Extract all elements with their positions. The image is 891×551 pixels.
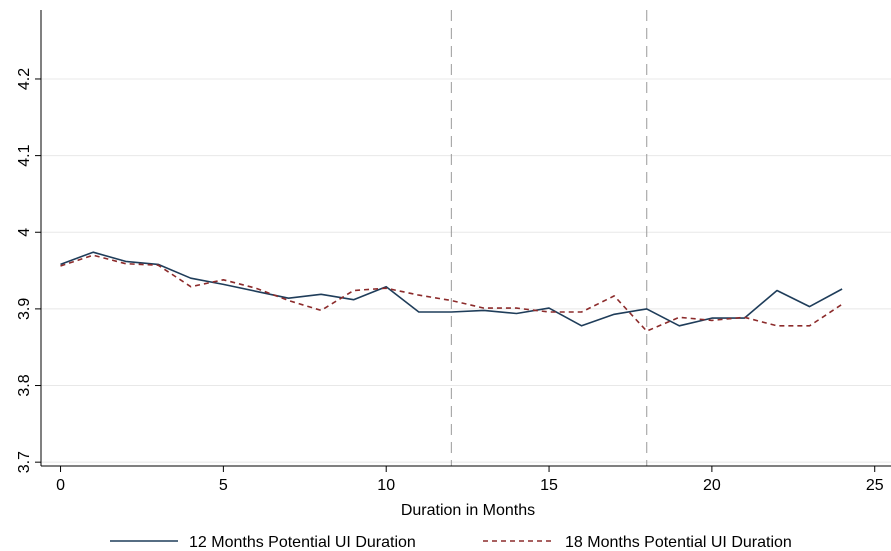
series (60, 251, 843, 332)
y-tick-label: 4.2 (16, 68, 33, 90)
x-ticks: 0 5 10 15 20 25 (56, 466, 884, 494)
reference-lines (450, 10, 648, 466)
x-tick-label: 0 (56, 477, 65, 494)
y-tick-label: 4 (16, 228, 33, 237)
axes (40, 10, 891, 467)
x-tick-label: 20 (703, 477, 721, 494)
x-tick-label: 10 (377, 477, 395, 494)
legend-label-18-months: 18 Months Potential UI Duration (565, 534, 792, 551)
y-tick-label: 3.8 (16, 374, 33, 396)
y-tick-label: 4.1 (16, 144, 33, 166)
gridlines (41, 78, 891, 463)
x-tick-label: 5 (219, 477, 228, 494)
x-tick-label: 25 (866, 477, 884, 494)
y-tick-label: 3.9 (16, 298, 33, 320)
x-tick-label: 15 (540, 477, 558, 494)
series-line-12-months (60, 251, 843, 327)
series-line-18-months (60, 254, 843, 332)
y-tick-label: 3.7 (16, 451, 33, 473)
x-axis-title: Duration in Months (401, 502, 535, 519)
legend: 12 Months Potential UI Duration 18 Month… (110, 534, 792, 551)
y-ticks: 3.7 3.8 3.9 4 4.1 4.2 (16, 68, 41, 473)
legend-label-12-months: 12 Months Potential UI Duration (189, 534, 416, 551)
